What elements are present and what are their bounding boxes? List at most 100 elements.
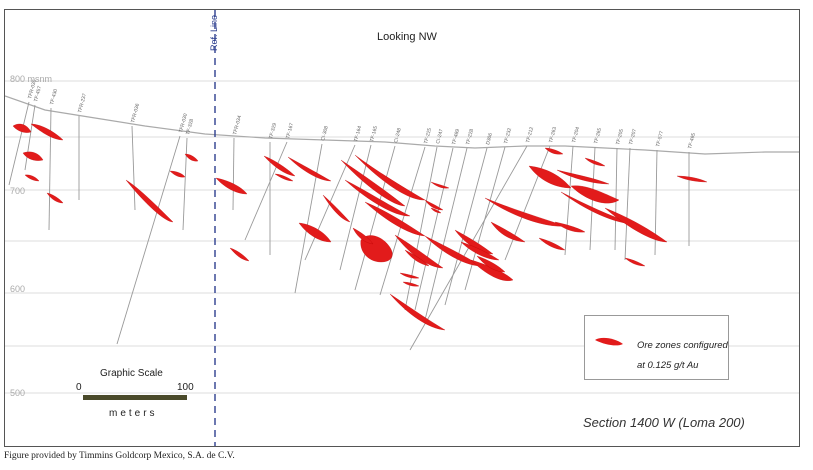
drill-hole-trace bbox=[116, 135, 181, 345]
ore-zone bbox=[490, 221, 526, 243]
graphic-scale-title: Graphic Scale bbox=[100, 368, 163, 379]
drill-hole-trace bbox=[244, 141, 288, 241]
ore-zone bbox=[340, 159, 406, 207]
drill-hole-label: TF-329 bbox=[268, 122, 278, 139]
ore-zone bbox=[169, 170, 186, 178]
ore-zone-legend-swatch bbox=[595, 337, 623, 346]
legend-box: Ore zones configured at 0.125 g/t Au bbox=[584, 315, 729, 380]
scale-start-label: 0 bbox=[76, 382, 82, 393]
ore-zone bbox=[184, 153, 199, 162]
drill-hole-label: D306 bbox=[485, 132, 494, 145]
ore-zone bbox=[22, 151, 44, 161]
drill-hole-label: TFR-030 bbox=[178, 113, 189, 134]
drill-hole-label: CI-247 bbox=[435, 128, 445, 144]
scale-bar bbox=[83, 395, 187, 400]
legend-text-line1: Ore zones configured bbox=[637, 340, 728, 351]
ore-zone bbox=[460, 241, 500, 261]
drill-hole-label: TF-263 bbox=[548, 126, 558, 143]
drill-hole-trace bbox=[424, 147, 468, 321]
ore-zone bbox=[344, 179, 411, 217]
view-direction-label: Looking NW bbox=[377, 31, 437, 43]
ore-zone bbox=[24, 174, 40, 182]
ore-zone bbox=[430, 207, 442, 214]
drill-hole-label: TFR-036 bbox=[130, 103, 141, 124]
ore-zone bbox=[538, 237, 566, 251]
drill-hole-label: TF-212 bbox=[525, 126, 535, 143]
drill-hole-label: TF-167 bbox=[285, 122, 295, 139]
elevation-label-600: 600 bbox=[10, 284, 26, 294]
drill-hole-label: TFR-034 bbox=[232, 115, 243, 136]
ore-zone bbox=[298, 222, 332, 243]
topographic-surface bbox=[5, 95, 799, 155]
drill-hole-trace bbox=[294, 143, 323, 294]
ore-zone bbox=[322, 194, 351, 223]
drill-hole-trace bbox=[354, 145, 396, 291]
ore-zone bbox=[125, 179, 174, 223]
drill-hole-trace bbox=[624, 147, 631, 261]
drill-hole-label: TF-207 bbox=[628, 128, 638, 145]
drill-hole-trace bbox=[414, 147, 454, 311]
ore-zone bbox=[604, 207, 668, 243]
ore-zone bbox=[394, 234, 444, 269]
ore-zone bbox=[46, 192, 64, 204]
ore-zone bbox=[476, 255, 506, 273]
drill-hole-label: TF-457 bbox=[33, 85, 43, 102]
ore-zone bbox=[274, 173, 294, 182]
drill-hole-label: TFR-035 bbox=[27, 79, 38, 100]
ore-zone bbox=[402, 281, 420, 287]
drill-hole-trace bbox=[24, 104, 36, 171]
ore-zone bbox=[364, 201, 426, 237]
drill-hole-label: TF-232 bbox=[503, 127, 513, 144]
drill-hole-label: TF-164 bbox=[353, 125, 363, 142]
drill-hole-trace bbox=[564, 145, 574, 256]
ore-zone bbox=[528, 165, 572, 189]
drill-hole-trace bbox=[8, 101, 30, 186]
ore-zone bbox=[556, 169, 610, 185]
ore-zone bbox=[554, 221, 586, 233]
ore-zone bbox=[399, 272, 420, 279]
drill-hole-label: CI-308 bbox=[320, 125, 330, 141]
elevation-label-500: 500 bbox=[10, 388, 26, 398]
legend-text-line2: at 0.125 g/t Au bbox=[637, 360, 699, 371]
ore-zone bbox=[12, 123, 32, 133]
drill-hole-trace bbox=[444, 147, 488, 306]
ore-zone bbox=[676, 175, 708, 183]
figure-credit: Figure provided by Timmins Goldcorp Mexi… bbox=[4, 451, 235, 461]
drill-hole-label: TF-328 bbox=[185, 118, 195, 135]
ore-zone bbox=[584, 157, 606, 167]
ore-zone bbox=[484, 197, 566, 227]
reference-line-label: Ref. Line bbox=[209, 14, 219, 51]
elevation-label-700: 700 bbox=[10, 186, 26, 196]
drill-hole-label: TF-165 bbox=[369, 125, 379, 142]
ore-zone bbox=[454, 229, 494, 255]
drill-hole-trace bbox=[504, 145, 551, 261]
ore-zone bbox=[544, 147, 564, 155]
ore-zone bbox=[624, 257, 646, 267]
ore-zone bbox=[430, 181, 450, 189]
drill-hole-trace bbox=[379, 146, 426, 296]
drill-hole-label: TF-204 bbox=[571, 126, 581, 143]
elevation-label-800: 800 msnm bbox=[10, 74, 53, 84]
drill-hole-label: TFR-237 bbox=[77, 93, 88, 114]
section-title: Section 1400 W (Loma 200) bbox=[583, 415, 745, 430]
drill-hole-label: TF-265 bbox=[593, 127, 603, 144]
ore-zone bbox=[404, 249, 430, 267]
ore-zone bbox=[30, 123, 64, 141]
drill-hole-trace bbox=[182, 137, 188, 231]
ore-zone bbox=[229, 247, 250, 262]
drill-hole-label: TF-228 bbox=[465, 128, 475, 145]
drill-hole-label: CI-248 bbox=[393, 127, 403, 143]
drill-hole-trace bbox=[232, 137, 235, 211]
ore-zone bbox=[263, 155, 296, 177]
drill-hole-label: TF-225 bbox=[423, 127, 433, 144]
drill-hole-trace bbox=[131, 125, 136, 211]
ore-zone bbox=[215, 177, 248, 195]
drill-hole-label: TF-489 bbox=[451, 128, 461, 145]
drill-hole-trace bbox=[48, 107, 52, 231]
ore-zone bbox=[570, 185, 620, 204]
drill-hole-label: TF-577 bbox=[655, 130, 665, 147]
drill-hole-label: TF-205 bbox=[615, 128, 625, 145]
section-figure: TFR-035 TF-457 TF-430 TFR-237 TFR-036 TFR-030… bbox=[4, 9, 800, 447]
ore-zone bbox=[287, 156, 332, 182]
